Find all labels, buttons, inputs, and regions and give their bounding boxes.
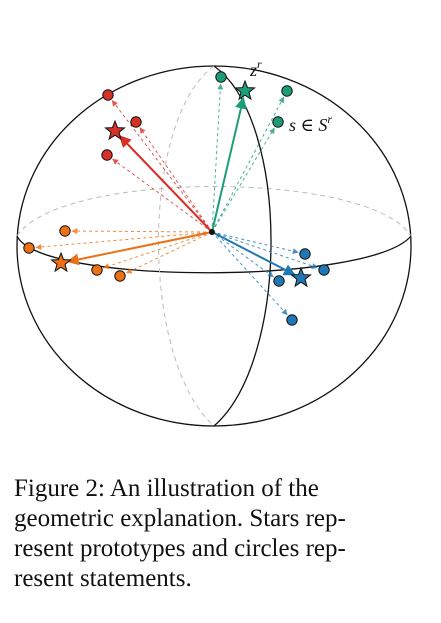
teal-statement-circle [215, 71, 227, 83]
origin-point [209, 229, 215, 235]
orange-statement-circle [91, 264, 103, 276]
orange-statement-circle [114, 270, 126, 282]
orange-prototype-star [50, 251, 72, 273]
teal-statement-circle [272, 116, 284, 128]
blue-statement-circle [286, 314, 298, 326]
teal-statement-arrow [211, 96, 285, 233]
equator-back [16, 186, 412, 237]
red-statement-arrow [139, 127, 213, 233]
orange-statement-arrow [71, 228, 213, 235]
statement-label: s ∈ Sr [289, 112, 332, 135]
caption-line-3: resent prototypes and circles rep- [14, 535, 346, 562]
teal-prototype-star [234, 79, 256, 101]
blue-statement-arrow [211, 231, 299, 255]
red-statement-circle [101, 149, 113, 161]
blue-prototype-star [290, 266, 312, 288]
orange-statement-arrow [125, 231, 213, 274]
blue-statement-circle [318, 264, 330, 276]
meridian-front [213, 65, 272, 427]
orange-statement-circle [23, 242, 35, 254]
figure-caption: Figure 2: An illustration of the geometr… [14, 474, 424, 594]
red-prototype-star [104, 119, 126, 141]
blue-statement-circle [273, 275, 285, 287]
prototype-label: zr [249, 57, 262, 80]
sphere-outline [16, 65, 412, 427]
teal-statement-arrow [211, 83, 224, 233]
equator-front [16, 235, 412, 274]
red-statement-circle [130, 116, 142, 128]
teal-statement-circle [281, 85, 293, 97]
orange-statement-circle [59, 225, 71, 237]
orange-statement-arrow [103, 231, 213, 269]
meridian-back [158, 65, 215, 427]
orange-prototype-arrow [66, 231, 213, 266]
red-statement-arrow [112, 158, 213, 233]
sphere-diagram: zr s ∈ Sr [16, 57, 412, 427]
blue-statement-circle [299, 248, 311, 260]
blue-prototype-arrow [211, 231, 296, 276]
caption-line-1: Figure 2: An illustration of the [14, 475, 319, 502]
red-prototype-arrow [119, 135, 213, 233]
red-statement-circle [102, 89, 114, 101]
caption-line-4: resent statements. [14, 565, 192, 592]
teal-statement-arrow [211, 127, 275, 233]
caption-line-2: geometric explanation. Stars rep- [14, 505, 346, 532]
blue-statement-arrow [211, 231, 288, 316]
teal-prototype-arrow [211, 96, 247, 233]
red-statement-arrow [111, 100, 213, 233]
blue-statement-arrow [211, 231, 318, 269]
blue-statement-arrow [211, 231, 274, 278]
